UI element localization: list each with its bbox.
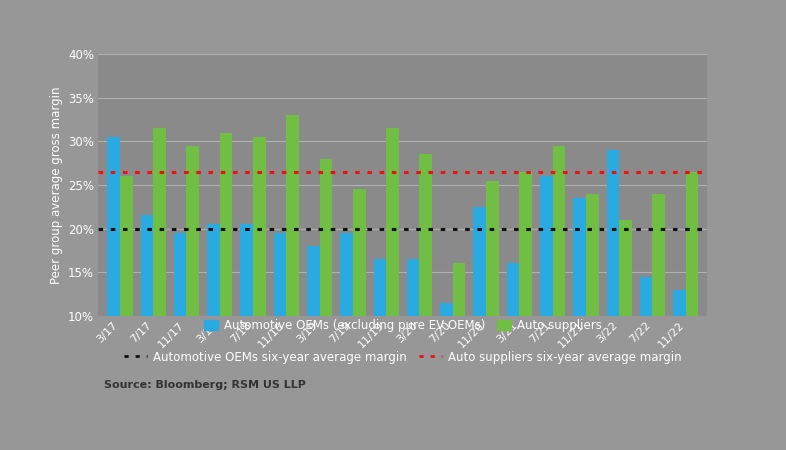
Bar	[685, 172, 699, 403]
Bar	[573, 198, 586, 403]
Bar	[340, 233, 353, 403]
Bar	[207, 224, 220, 403]
Bar	[320, 159, 332, 403]
Bar	[274, 233, 286, 403]
Bar	[286, 115, 299, 403]
Bar	[440, 303, 453, 403]
Bar	[307, 246, 320, 403]
Bar	[174, 233, 186, 403]
Bar	[652, 194, 665, 403]
Bar	[586, 194, 599, 403]
Bar	[507, 263, 520, 403]
Bar	[486, 180, 498, 403]
Bar	[107, 137, 120, 403]
Bar	[619, 220, 632, 403]
Bar	[386, 128, 399, 403]
Bar	[141, 216, 153, 403]
Bar	[673, 290, 685, 403]
Bar	[120, 176, 133, 403]
Bar	[407, 259, 420, 403]
Bar	[153, 128, 166, 403]
Bar	[373, 259, 386, 403]
Y-axis label: Peer group average gross margin: Peer group average gross margin	[50, 86, 63, 284]
Bar	[241, 224, 253, 403]
Bar	[253, 137, 266, 403]
Bar	[640, 277, 652, 403]
Bar	[607, 150, 619, 403]
Bar	[186, 146, 199, 403]
Text: Source: Bloomberg; RSM US LLP: Source: Bloomberg; RSM US LLP	[105, 380, 307, 390]
Bar	[353, 189, 365, 403]
Legend: Automotive OEMs six-year average margin, Auto suppliers six-year average margin: Automotive OEMs six-year average margin,…	[123, 351, 682, 364]
Bar	[520, 172, 532, 403]
Bar	[220, 133, 233, 403]
Bar	[540, 176, 553, 403]
Bar	[473, 207, 486, 403]
Bar	[553, 146, 565, 403]
Bar	[420, 154, 432, 403]
Bar	[453, 263, 465, 403]
